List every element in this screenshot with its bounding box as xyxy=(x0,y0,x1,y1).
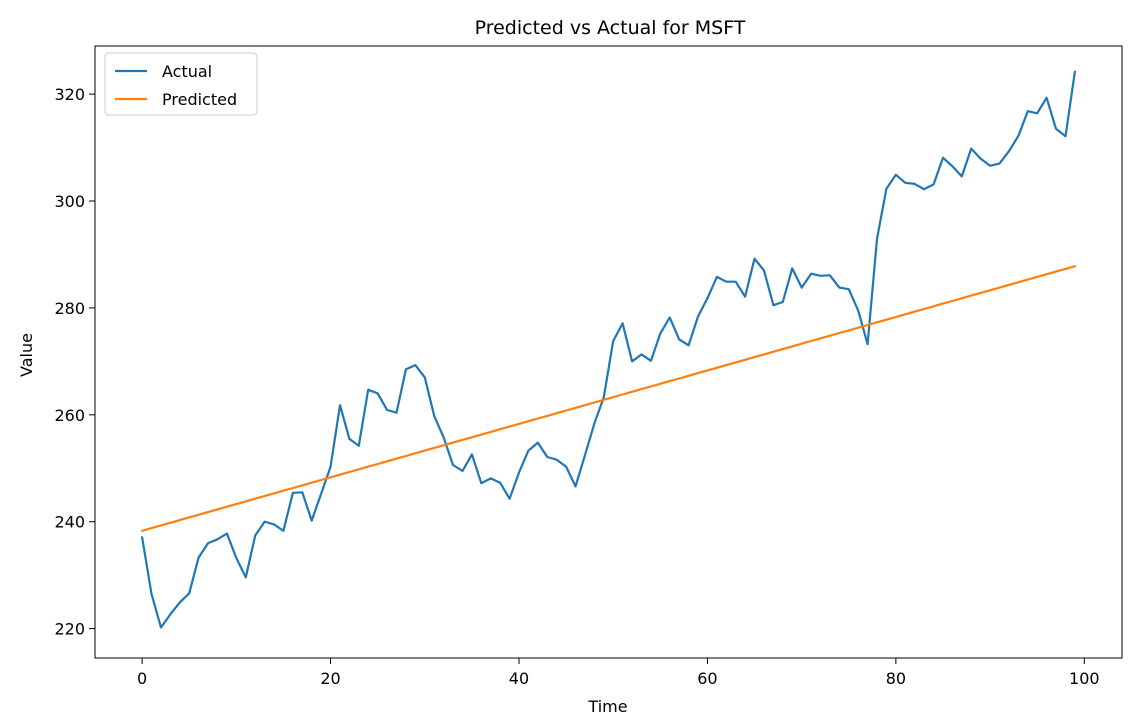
legend: Actual Predicted xyxy=(104,52,258,116)
y-tick-label: 260 xyxy=(54,406,85,425)
series-line-predicted xyxy=(141,265,1077,532)
legend-label-actual: Actual xyxy=(162,62,212,81)
x-tick-label: 20 xyxy=(320,669,340,688)
x-tick-label: 80 xyxy=(886,669,906,688)
y-tick-label: 320 xyxy=(54,85,85,104)
plot-frame xyxy=(94,45,1123,659)
x-axis-label: Time xyxy=(587,697,627,716)
y-tick-label: 240 xyxy=(54,513,85,532)
y-tick-label: 280 xyxy=(54,299,85,318)
x-tick-label: 0 xyxy=(137,669,147,688)
x-tick-label: 60 xyxy=(697,669,717,688)
y-axis-label: Value xyxy=(17,333,36,377)
legend-label-predicted: Predicted xyxy=(162,90,237,109)
chart-title: Predicted vs Actual for MSFT xyxy=(475,17,746,39)
x-tick-label: 40 xyxy=(509,669,529,688)
x-tick-label: 100 xyxy=(1069,669,1100,688)
series-line-actual xyxy=(141,70,1077,629)
y-tick-label: 220 xyxy=(54,620,85,639)
y-tick-label: 300 xyxy=(54,192,85,211)
